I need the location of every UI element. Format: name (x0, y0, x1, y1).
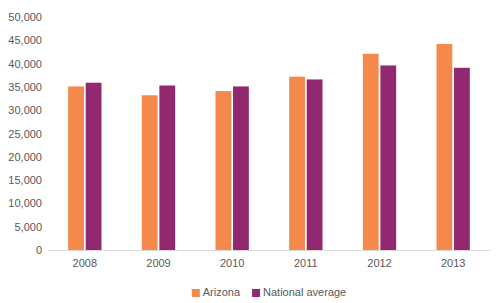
x-tick: 2008 (73, 250, 97, 269)
x-tick-label: 2013 (441, 257, 465, 269)
y-tick: 45,000 (8, 34, 48, 46)
y-tick-label: 10,000 (8, 197, 42, 209)
y-axis: 0 5,000 10,000 15,000 20,000 25,000 30,000 35,0… (8, 11, 48, 256)
bar (142, 95, 158, 250)
legend-item: Arizona (192, 286, 241, 298)
bar (68, 86, 84, 250)
y-tick-label: 50,000 (8, 11, 42, 23)
y-tick: 15,000 (8, 174, 48, 186)
y-tick: 0 (36, 244, 48, 256)
x-tick-label: 2011 (294, 257, 318, 269)
y-tick-label: 30,000 (8, 104, 42, 116)
legend-item: National average (252, 286, 346, 298)
y-tick: 10,000 (8, 197, 48, 209)
legend-swatch (192, 289, 200, 297)
bars (68, 44, 470, 250)
y-tick-label: 35,000 (8, 81, 42, 93)
bar (363, 54, 379, 250)
y-axis-line (48, 18, 49, 251)
x-tick: 2011 (294, 250, 318, 269)
bar (380, 65, 396, 250)
x-tick-label: 2009 (146, 257, 170, 269)
bar (216, 91, 232, 250)
y-tick-label: 15,000 (8, 174, 42, 186)
legend-label: National average (263, 286, 346, 298)
y-tick-label: 45,000 (8, 34, 42, 46)
x-tick: 2013 (441, 250, 465, 269)
y-tick-label: 25,000 (8, 128, 42, 140)
bar (159, 86, 175, 250)
x-axis-line (49, 250, 491, 251)
x-tick: 2012 (367, 250, 391, 269)
y-tick: 50,000 (8, 11, 48, 23)
x-tick-label: 2008 (73, 257, 97, 269)
x-tick-label: 2010 (220, 257, 244, 269)
bar (86, 83, 102, 250)
y-tick: 35,000 (8, 81, 48, 93)
bar (233, 86, 249, 250)
y-tick: 25,000 (8, 128, 48, 140)
chart: 0 5,000 10,000 15,000 20,000 25,000 30,000 35,0… (0, 0, 500, 303)
y-tick: 30,000 (8, 104, 48, 116)
y-tick: 5,000 (14, 221, 48, 233)
y-tick: 40,000 (8, 58, 48, 70)
y-tick-label: 40,000 (8, 58, 42, 70)
bar (454, 68, 470, 250)
y-tick: 20,000 (8, 151, 48, 163)
x-tick: 2009 (146, 250, 170, 269)
y-tick-label: 0 (36, 244, 42, 256)
legend-label: Arizona (203, 286, 241, 298)
x-tick-label: 2012 (367, 257, 391, 269)
legend-swatch (252, 289, 260, 297)
bar (437, 44, 453, 250)
x-axis: 2008 2009 2010 2011 2012 2013 (49, 250, 491, 269)
bar (289, 77, 305, 250)
y-tick-label: 5,000 (14, 221, 42, 233)
x-tick: 2010 (220, 250, 244, 269)
legend: Arizona National average (192, 286, 346, 298)
y-tick-label: 20,000 (8, 151, 42, 163)
bar (307, 79, 323, 250)
